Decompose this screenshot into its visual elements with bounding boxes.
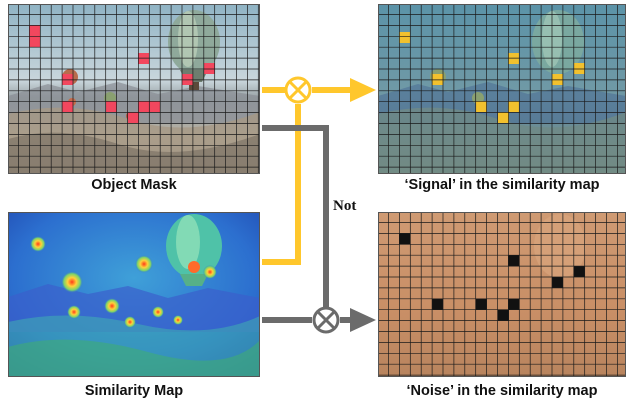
object-mask-image [8, 4, 260, 174]
signal-multiply-node [284, 76, 312, 104]
noise-cells [399, 233, 585, 321]
noise-map-panel [378, 212, 626, 377]
signal-map-caption: ‘Signal’ in the similarity map [404, 177, 600, 193]
similarity-map-caption: Similarity Map [84, 383, 184, 399]
mask-grid [8, 4, 260, 174]
noise-map-image [378, 212, 626, 377]
noise-flow-path [262, 125, 352, 323]
noise-arrowhead [350, 308, 376, 332]
similarity-map-image [8, 212, 260, 377]
signal-flow-path [262, 87, 352, 265]
similarity-map-panel [8, 212, 260, 377]
object-mask-panel [8, 4, 260, 174]
signal-cells [399, 32, 585, 123]
signal-map-panel [378, 4, 626, 174]
object-mask-caption: Object Mask [91, 177, 177, 193]
noise-multiply-node [312, 306, 340, 334]
signal-map-image [378, 4, 626, 174]
signal-arrowhead [350, 78, 376, 102]
noise-grid [378, 212, 626, 377]
signal-grid [378, 4, 626, 174]
noise-map-caption: ‘Noise’ in the similarity map [406, 383, 598, 399]
not-operator-label: Not [333, 198, 357, 214]
